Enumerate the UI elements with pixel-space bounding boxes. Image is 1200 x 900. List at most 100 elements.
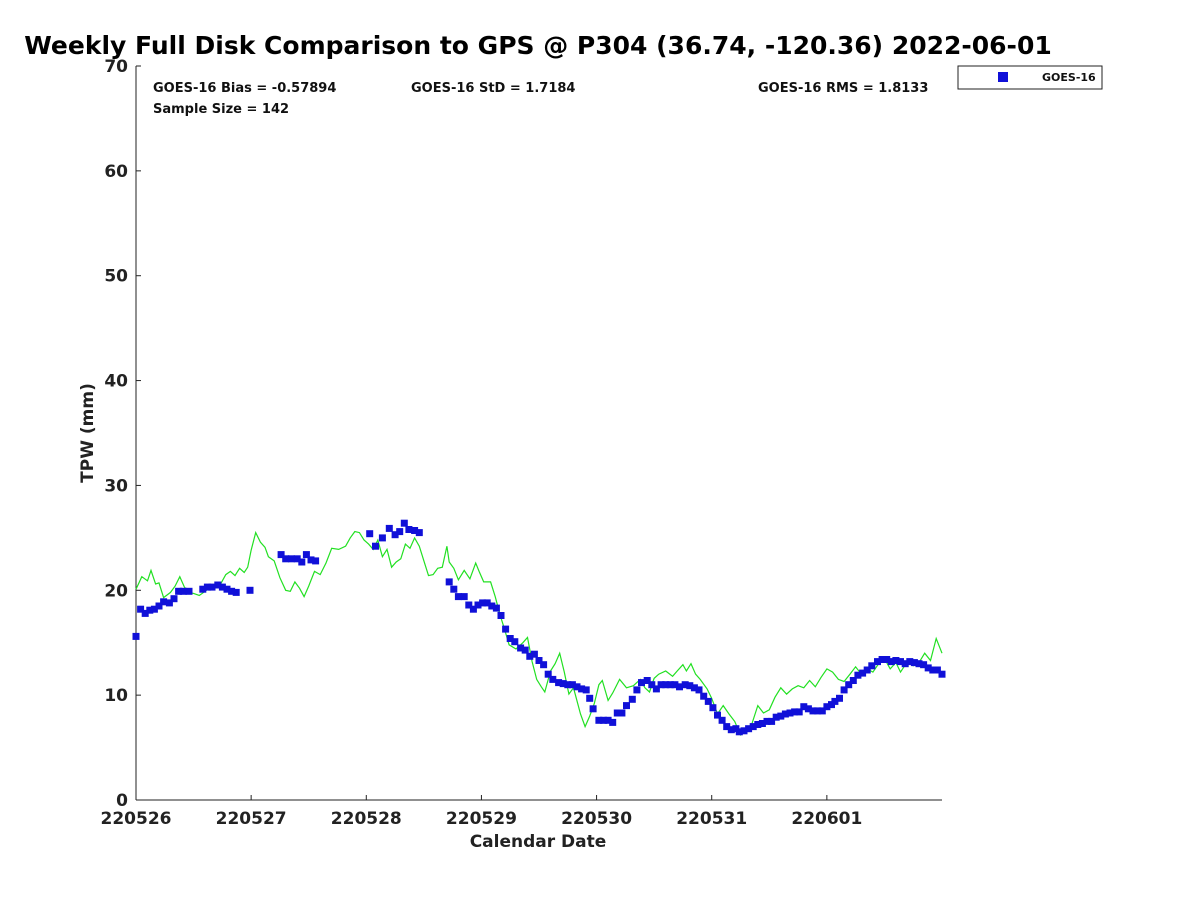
goes16-point [208, 583, 216, 591]
y-tick-label: 20 [104, 581, 128, 601]
goes16-point [836, 694, 843, 702]
goes16-point [146, 606, 154, 614]
goes16-point [735, 728, 743, 736]
goes16-point [628, 695, 636, 703]
goes16-point [863, 666, 871, 674]
goes16-point [671, 681, 679, 689]
goes16-point [681, 681, 689, 689]
x-tick-label: 220530 [561, 809, 632, 829]
goes16-point [897, 658, 904, 666]
goes16-point [479, 599, 487, 607]
goes16-point [312, 557, 320, 565]
goes16-point [648, 681, 656, 689]
goes16-point [228, 587, 236, 595]
goes16-point [700, 692, 708, 700]
goes16-point [791, 708, 799, 716]
goes16-point [623, 702, 630, 710]
y-tick-label: 30 [104, 476, 128, 496]
goes16-point [544, 670, 552, 678]
goes16-point [203, 583, 211, 591]
goes16-point [589, 705, 597, 713]
goes16-point [768, 717, 776, 725]
goes16-point [823, 703, 831, 711]
goes16-point [657, 681, 665, 689]
goes16-point [223, 585, 231, 593]
goes16-point [302, 551, 310, 559]
goes16-point [506, 635, 514, 642]
goes16-point [754, 721, 762, 728]
y-ticks: 0 10 20 30 40 50 60 70 [104, 57, 141, 811]
goes16-point [643, 677, 651, 684]
goes16-point [800, 703, 808, 711]
goes16-point [933, 666, 941, 674]
series-line-1 [135, 530, 943, 736]
goes16-point [666, 681, 674, 689]
goes16-point [391, 531, 399, 539]
goes16-point [854, 671, 862, 679]
goes16-point [179, 587, 187, 595]
goes16-point [564, 681, 572, 689]
goes16-point [686, 682, 694, 690]
legend-label-goes16: GOES-16 [1042, 71, 1096, 84]
goes16-point [483, 599, 491, 607]
x-tick-label: 220601 [791, 809, 862, 829]
goes16-point [618, 709, 626, 717]
goes16-point [199, 585, 207, 593]
goes16-point [405, 526, 413, 533]
goes16-point [938, 670, 946, 678]
goes16-point [604, 716, 612, 724]
goes16-point [906, 658, 914, 666]
goes16-point [578, 685, 586, 693]
goes16-point [307, 556, 315, 564]
stat-rms: GOES-16 RMS = 1.8133 [758, 81, 928, 96]
goes16-point [385, 524, 393, 532]
goes16-point [492, 604, 500, 612]
goes16-point [137, 605, 145, 613]
goes16-point [709, 704, 717, 712]
goes16-point [155, 602, 163, 610]
goes16-point [883, 656, 891, 663]
goes16-point [469, 605, 477, 613]
goes16-point [366, 530, 374, 538]
goes16-point [160, 598, 168, 606]
goes16-point [777, 712, 785, 720]
goes16-point [218, 583, 226, 591]
goes16-point [530, 650, 538, 658]
goes16-point [600, 716, 607, 724]
goes16-point [454, 593, 462, 601]
goes16-point [874, 658, 881, 666]
goes16-point [165, 599, 173, 607]
goes16-point [749, 723, 757, 731]
chart-title: Weekly Full Disk Comparison to GPS @ P30… [24, 31, 1051, 60]
goes16-point [378, 534, 386, 542]
goes16-point [175, 587, 183, 595]
goes16-point [786, 709, 794, 717]
goes16-point [718, 716, 726, 724]
x-axis-label: Calendar Date [470, 832, 607, 852]
goes16-point [638, 679, 645, 687]
x-ticks: 220526 220527 220528 220529 220530 220531 2206… [101, 795, 862, 829]
goes16-point [609, 718, 617, 726]
goes16-point [613, 709, 621, 717]
goes16-point [488, 602, 496, 610]
x-tick-label: 220527 [216, 809, 287, 829]
goes16-point [555, 679, 563, 687]
goes16-point [887, 658, 895, 666]
stat-sample-size: Sample Size = 142 [153, 102, 289, 117]
goes16-point [727, 726, 735, 734]
plot-area [135, 66, 942, 801]
goes16-point [845, 681, 853, 689]
goes16-point [831, 697, 839, 705]
goes16-point [517, 644, 525, 652]
goes16-point [573, 683, 581, 691]
goes16-point [901, 660, 909, 668]
goes16-point [920, 661, 928, 669]
goes16-point [287, 555, 295, 563]
x-tick-label: 220531 [676, 809, 747, 829]
goes16-point [582, 686, 590, 694]
goes16-point [372, 542, 379, 550]
goes16-point [740, 727, 748, 735]
legend-marker-goes16 [998, 72, 1008, 82]
series-layer [132, 519, 946, 736]
